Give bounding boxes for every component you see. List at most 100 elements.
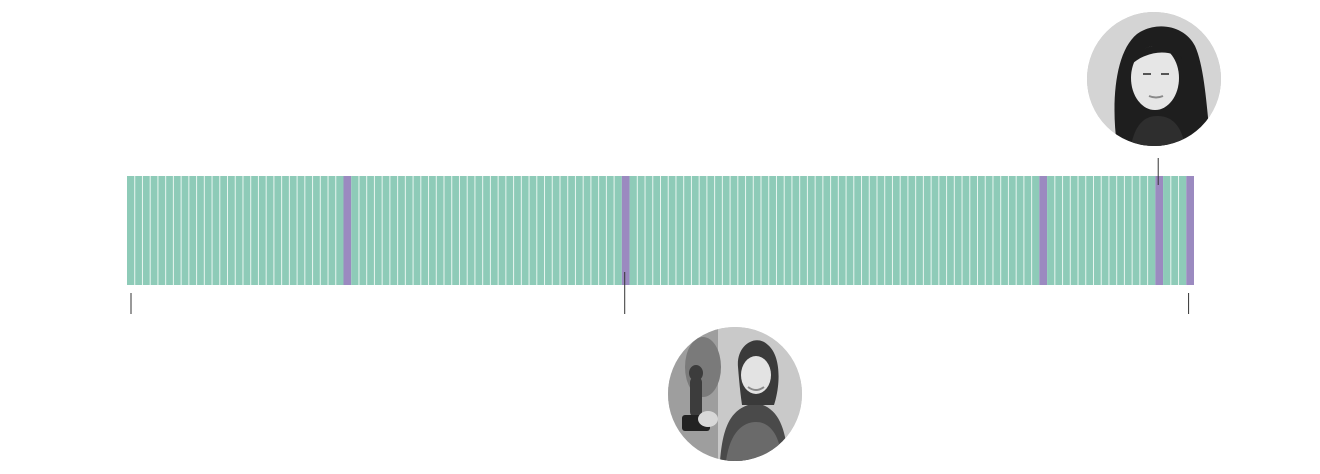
segment-bar [861,176,870,285]
segment-bar [923,176,932,285]
segment-bar [1093,176,1102,285]
segment-bar [1170,176,1179,285]
segment-bar [1132,176,1140,285]
segment-bar [1031,176,1040,285]
segment-bar [490,176,499,285]
segment-bar [1147,176,1156,285]
segment-bar [969,176,978,285]
segment-bar [227,176,236,285]
segment-bar [962,176,970,285]
segment-bar [1163,176,1171,285]
segment-bar [1116,176,1125,285]
segment-bar [761,176,769,285]
segment-bar [312,176,321,285]
segment-bar [946,176,955,285]
segment-bar [536,176,545,285]
segment-bar [552,176,560,285]
segment-bar [1062,176,1071,285]
segment-bar [730,176,738,285]
segment-bar [884,176,893,285]
segment-bar [196,176,205,285]
segment-bar [498,176,506,285]
segment-bar [876,176,885,285]
segment-bar [405,176,414,285]
segment-bar [173,176,182,285]
segment-bar [1070,176,1079,285]
segment-bar [1000,176,1009,285]
segment-bar [977,176,986,285]
segment-bar [250,176,259,285]
segment-bar [428,176,437,285]
segment-bar [413,176,421,285]
segment-bar [575,176,584,285]
segment-bar [1023,176,1032,285]
portrait-dark-hair-photo [1087,12,1221,146]
segment-bar [389,176,398,285]
segment-bar [297,176,305,285]
segment-bar [258,176,267,285]
segment-bar [134,176,143,285]
portrait-award-winner-photo [668,327,802,461]
segment-bar [931,176,939,285]
segment-bar [335,176,344,285]
segment-bar [204,176,213,285]
segment-bar [768,176,777,285]
segment-bar [219,176,228,285]
segment-bar [1124,176,1133,285]
segment-bar [382,176,390,285]
segment-bar [645,176,653,285]
segment-bar [907,176,916,285]
segment-bar [165,176,174,285]
segment-bar [629,176,638,285]
segment-bar [351,176,359,285]
segment-bar [1139,176,1148,285]
segment-bar [714,176,723,285]
segment-bar [853,176,862,285]
segment-bar [846,176,854,285]
segment-bar [938,176,947,285]
segment-bar [444,176,452,285]
segment-bar [660,176,669,285]
segment-bar [1108,176,1117,285]
segment-bar [799,176,808,285]
segment-bar [242,176,251,285]
segment-bar [1016,176,1024,285]
segment-bar [683,176,692,285]
segment-bar [1101,176,1109,285]
segment-bar [954,176,963,285]
segment-bar [838,176,847,285]
segment-bar [807,176,816,285]
segment-bar [467,176,475,285]
segment-bar [235,176,243,285]
segment-bar [474,176,483,285]
segment-bar [529,176,537,285]
segment-bar [784,176,792,285]
segment-bar [289,176,298,285]
segment-bar [1085,176,1094,285]
segment-bar [1054,176,1063,285]
segment-bar [281,176,290,285]
segment-bar [358,176,367,285]
segment-bar [567,176,576,285]
segment-bar [1078,176,1086,285]
segment-bar [521,176,530,285]
segment-bar [513,176,522,285]
segment-bar [614,176,622,285]
segment-bar [544,176,553,285]
segment-bar [637,176,646,285]
segment-bar [127,176,135,285]
segment-bar [459,176,468,285]
segment-bar [691,176,700,285]
segment-bar [822,176,831,285]
segment-bar [606,176,615,285]
segment-bar [675,176,684,285]
segment-bar [374,176,383,285]
segment-bar [1047,176,1055,285]
segment-bar-highlighted [621,176,630,285]
segment-bar [150,176,158,285]
segment-bar [157,176,166,285]
segment-bar [668,176,676,285]
segment-bar [212,176,220,285]
segment-bar [436,176,445,285]
